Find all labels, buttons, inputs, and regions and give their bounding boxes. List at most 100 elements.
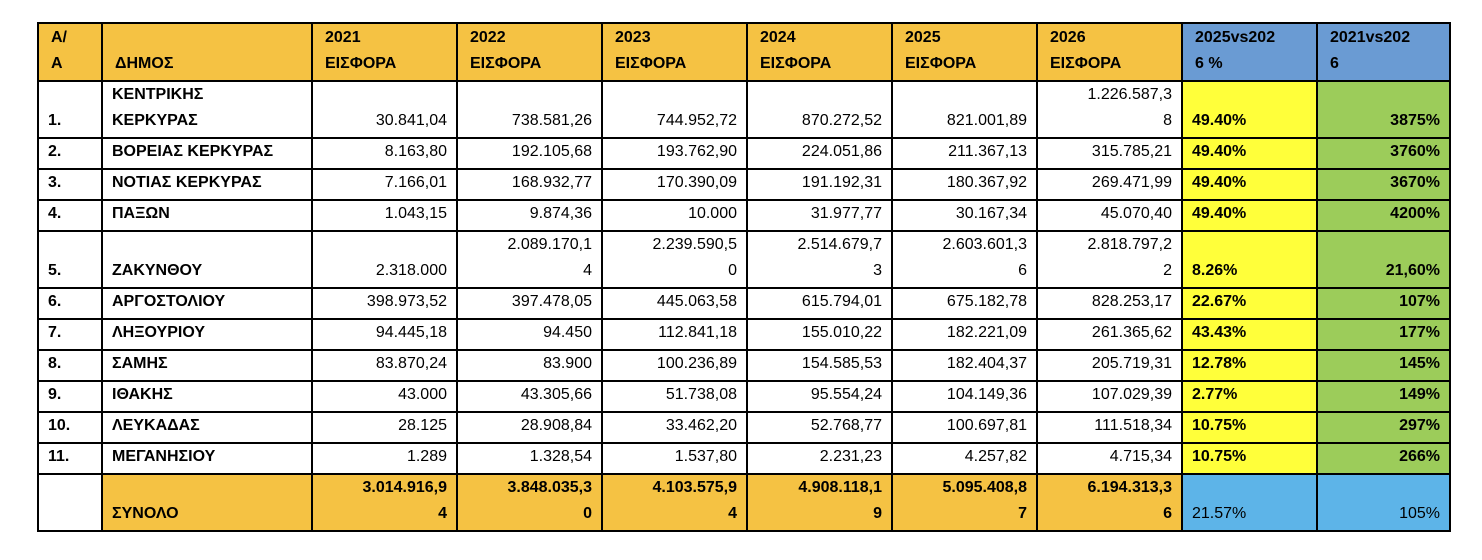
- contribution-y2023: 100.236,89: [601, 349, 748, 382]
- row-number: 7.: [37, 318, 103, 351]
- total-y2021: 3.014.916,9 4: [311, 473, 458, 532]
- contribution-y2022: 192.105,68: [456, 137, 603, 170]
- contribution-y2022: 83.900: [456, 349, 603, 382]
- contribution-y2021: 8.163,80: [311, 137, 458, 170]
- municipality-name: ΛΕΥΚΑΔΑΣ: [101, 411, 313, 444]
- table-row: 11. ΜΕΓΑΝΗΣΙΟΥ 1.289 1.328,54 1.537,80 2.231,…: [37, 442, 1451, 475]
- total-y2025: 5.095.408,8 7: [891, 473, 1038, 532]
- municipality-name: ΣΑΜΗΣ: [101, 349, 313, 382]
- header-2021: 2021 ΕΙΣΦΟΡΑ: [311, 22, 458, 82]
- total-aa-empty: [37, 473, 103, 532]
- contribution-y2025: 182.404,37: [891, 349, 1038, 382]
- municipality-name: ΛΗΞΟΥΡΙΟΥ: [101, 318, 313, 351]
- contribution-y2026: 107.029,39: [1036, 380, 1183, 413]
- header-2025: 2025 ΕΙΣΦΟΡΑ: [891, 22, 1038, 82]
- contribution-y2025: 180.367,92: [891, 168, 1038, 201]
- total-y2023: 4.103.575,9 4: [601, 473, 748, 532]
- pct-2021vs2026: 266%: [1316, 442, 1451, 475]
- contribution-y2025: 100.697,81: [891, 411, 1038, 444]
- contribution-y2021: 2.318.000: [311, 230, 458, 289]
- header-2022: 2022 ΕΙΣΦΟΡΑ: [456, 22, 603, 82]
- table-row: 5. ΖΑΚΥΝΘΟΥ 2.318.000 2.089.170,1 4 2.239.590…: [37, 230, 1451, 289]
- row-number: 3.: [37, 168, 103, 201]
- contribution-y2024: 870.272,52: [746, 80, 893, 139]
- municipality-name: ΖΑΚΥΝΘΟΥ: [101, 230, 313, 289]
- total-row: ΣΥΝΟΛΟ 3.014.916,9 4 3.848.035,3 0 4.103.575,…: [37, 473, 1451, 532]
- table-row: 7. ΛΗΞΟΥΡΙΟΥ 94.445,18 94.450 112.841,18 155.…: [37, 318, 1451, 351]
- contribution-y2023: 112.841,18: [601, 318, 748, 351]
- contribution-y2024: 2.231,23: [746, 442, 893, 475]
- pct-2025vs2026: 22.67%: [1181, 287, 1318, 320]
- contribution-y2025: 182.221,09: [891, 318, 1038, 351]
- pct-2025vs2026: 2.77%: [1181, 380, 1318, 413]
- contribution-y2024: 52.768,77: [746, 411, 893, 444]
- contribution-y2021: 1.289: [311, 442, 458, 475]
- municipality-name: ΑΡΓΟΣΤΟΛΙΟΥ: [101, 287, 313, 320]
- contribution-y2022: 1.328,54: [456, 442, 603, 475]
- contribution-y2024: 2.514.679,7 3: [746, 230, 893, 289]
- contribution-y2022: 94.450: [456, 318, 603, 351]
- contribution-y2022: 2.089.170,1 4: [456, 230, 603, 289]
- header-row: Α/Α ΔΗΜΟΣ 2021 ΕΙΣΦΟΡΑ 2022 ΕΙΣΦΟΡΑ 2023 ΕΙ…: [37, 22, 1451, 82]
- municipality-name: ΜΕΓΑΝΗΣΙΟΥ: [101, 442, 313, 475]
- contribution-y2026: 315.785,21: [1036, 137, 1183, 170]
- contribution-y2023: 193.762,90: [601, 137, 748, 170]
- contribution-y2021: 28.125: [311, 411, 458, 444]
- table-row: 10. ΛΕΥΚΑΔΑΣ 28.125 28.908,84 33.462,20 52.76…: [37, 411, 1451, 444]
- contribution-y2023: 744.952,72: [601, 80, 748, 139]
- contribution-y2023: 170.390,09: [601, 168, 748, 201]
- contribution-y2024: 154.585,53: [746, 349, 893, 382]
- municipality-name: ΠΑΞΩΝ: [101, 199, 313, 232]
- row-number: 4.: [37, 199, 103, 232]
- header-2026: 2026 ΕΙΣΦΟΡΑ: [1036, 22, 1183, 82]
- contribution-y2021: 94.445,18: [311, 318, 458, 351]
- pct-2021vs2026: 107%: [1316, 287, 1451, 320]
- table-row: 3. ΝΟΤΙΑΣ ΚΕΡΚΥΡΑΣ 7.166,01 168.932,77 170.3…: [37, 168, 1451, 201]
- pct-2025vs2026: 12.78%: [1181, 349, 1318, 382]
- contribution-y2021: 30.841,04: [311, 80, 458, 139]
- contribution-y2021: 1.043,15: [311, 199, 458, 232]
- contribution-y2024: 224.051,86: [746, 137, 893, 170]
- contribution-y2025: 4.257,82: [891, 442, 1038, 475]
- contribution-y2022: 9.874,36: [456, 199, 603, 232]
- table-row: 4. ΠΑΞΩΝ 1.043,15 9.874,36 10.000 31.977,77 30…: [37, 199, 1451, 232]
- contribution-y2022: 738.581,26: [456, 80, 603, 139]
- table-row: 9. ΙΘΑΚΗΣ 43.000 43.305,66 51.738,08 95.554,2…: [37, 380, 1451, 413]
- row-number: 11.: [37, 442, 103, 475]
- pct-2021vs2026: 3760%: [1316, 137, 1451, 170]
- row-number: 10.: [37, 411, 103, 444]
- pct-2025vs2026: 49.40%: [1181, 80, 1318, 139]
- total-y2024: 4.908.118,1 9: [746, 473, 893, 532]
- contribution-y2024: 95.554,24: [746, 380, 893, 413]
- pct-2025vs2026: 49.40%: [1181, 168, 1318, 201]
- total-pct-2025vs2026: 21.57%: [1181, 473, 1318, 532]
- total-pct-2021vs2026: 105%: [1316, 473, 1451, 532]
- contribution-y2026: 828.253,17: [1036, 287, 1183, 320]
- contribution-y2024: 191.192,31: [746, 168, 893, 201]
- contribution-y2023: 2.239.590,5 0: [601, 230, 748, 289]
- pct-2021vs2026: 177%: [1316, 318, 1451, 351]
- row-number: 9.: [37, 380, 103, 413]
- header-2024: 2024 ΕΙΣΦΟΡΑ: [746, 22, 893, 82]
- contribution-y2023: 33.462,20: [601, 411, 748, 444]
- contribution-y2021: 7.166,01: [311, 168, 458, 201]
- contribution-y2023: 1.537,80: [601, 442, 748, 475]
- table-row: 8. ΣΑΜΗΣ 83.870,24 83.900 100.236,89 154.585,…: [37, 349, 1451, 382]
- contribution-y2021: 43.000: [311, 380, 458, 413]
- contribution-y2025: 675.182,78: [891, 287, 1038, 320]
- contribution-y2026: 45.070,40: [1036, 199, 1183, 232]
- header-2025vs2026: 2025vs202 6 %: [1181, 22, 1318, 82]
- contribution-y2026: 205.719,31: [1036, 349, 1183, 382]
- pct-2025vs2026: 49.40%: [1181, 199, 1318, 232]
- pct-2021vs2026: 149%: [1316, 380, 1451, 413]
- header-2023: 2023 ΕΙΣΦΟΡΑ: [601, 22, 748, 82]
- contribution-y2023: 10.000: [601, 199, 748, 232]
- municipality-name: ΚΕΝΤΡΙΚΗΣ ΚΕΡΚΥΡΑΣ: [101, 80, 313, 139]
- contribution-y2024: 155.010,22: [746, 318, 893, 351]
- contribution-y2022: 28.908,84: [456, 411, 603, 444]
- contribution-y2025: 2.603.601,3 6: [891, 230, 1038, 289]
- total-label: ΣΥΝΟΛΟ: [101, 473, 313, 532]
- table-row: 1. ΚΕΝΤΡΙΚΗΣ ΚΕΡΚΥΡΑΣ 30.841,04 738.581,26 74…: [37, 80, 1451, 139]
- contribution-y2024: 615.794,01: [746, 287, 893, 320]
- row-number: 8.: [37, 349, 103, 382]
